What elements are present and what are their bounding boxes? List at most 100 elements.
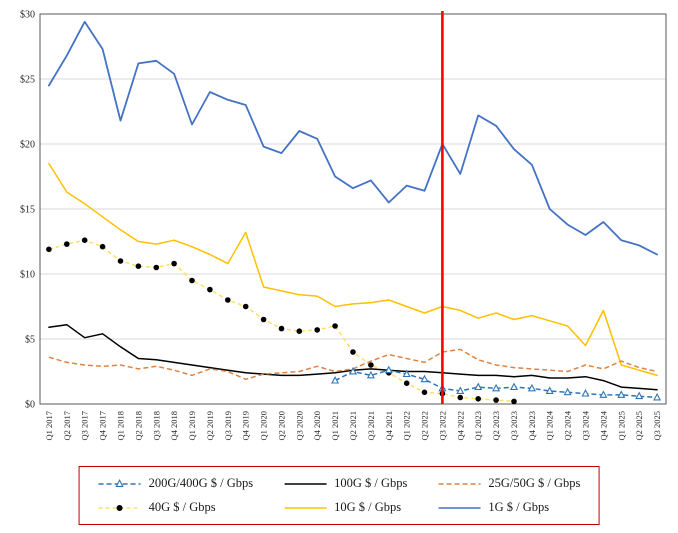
legend-item-40g: 40G $ / Gbps bbox=[98, 500, 254, 515]
series-marker-40g bbox=[135, 263, 142, 270]
legend-item-10g: 10G $ / Gbps bbox=[283, 500, 407, 515]
series-marker-40g bbox=[368, 362, 374, 368]
series-marker-200g-400g bbox=[563, 387, 572, 396]
x-tick-label: Q1 2025 bbox=[616, 411, 626, 441]
legend-item-1g: 1G $ / Gbps bbox=[437, 500, 580, 515]
series-marker-40g bbox=[457, 394, 464, 401]
x-tick-label: Q4 2021 bbox=[384, 411, 394, 441]
legend-key-icon-40g bbox=[98, 504, 141, 511]
x-tick-label: Q1 2017 bbox=[44, 411, 54, 441]
x-tick-label: Q1 2022 bbox=[402, 411, 412, 441]
x-tick-label: Q3 2024 bbox=[581, 410, 591, 440]
legend-label-1g: 1G $ / Gbps bbox=[488, 500, 550, 514]
series-marker-200g-400g bbox=[635, 391, 644, 400]
series-marker-200g-400g bbox=[420, 374, 429, 383]
plot-border bbox=[39, 13, 667, 405]
x-tick-label: Q2 2017 bbox=[62, 411, 72, 441]
series-marker-200g-400g bbox=[492, 383, 501, 392]
x-tick-label: Q1 2018 bbox=[116, 411, 126, 441]
x-tick-label: Q3 2021 bbox=[366, 411, 376, 441]
series-marker-200g-400g bbox=[509, 382, 519, 391]
x-tick-label: Q1 2024 bbox=[545, 410, 555, 440]
series-line-100g bbox=[48, 323, 658, 391]
series-marker-40g bbox=[81, 237, 88, 243]
x-tick-label: Q3 2018 bbox=[151, 411, 161, 441]
series-marker-40g bbox=[511, 398, 517, 405]
series-line-40g bbox=[48, 239, 515, 403]
x-tick-label: Q2 2022 bbox=[420, 411, 430, 441]
x-tick-label: Q4 2023 bbox=[527, 411, 537, 441]
series-marker-40g bbox=[296, 328, 303, 335]
series-marker-40g bbox=[46, 246, 52, 253]
series-marker-40g bbox=[207, 286, 213, 293]
series-marker-40g bbox=[278, 325, 285, 332]
series-marker-40g bbox=[225, 297, 231, 303]
x-tick-label: Q2 2020 bbox=[277, 411, 287, 441]
legend-key-icon-200g-400g bbox=[98, 478, 141, 487]
x-tick-label: Q3 2017 bbox=[80, 411, 90, 441]
x-tick-label: Q4 2019 bbox=[241, 411, 251, 441]
series-marker-200g-400g bbox=[331, 376, 340, 384]
x-tick-label: Q4 2022 bbox=[455, 411, 465, 441]
x-tick-label: Q4 2017 bbox=[98, 411, 108, 441]
legend-label-100g: 100G $ / Gbps bbox=[334, 476, 408, 490]
y-tick-label: $15 bbox=[20, 205, 35, 216]
x-tick-label: Q2 2018 bbox=[133, 411, 143, 441]
series-marker-40g bbox=[171, 260, 177, 267]
series-marker-40g bbox=[189, 277, 195, 284]
x-tick-label: Q3 2019 bbox=[223, 411, 233, 441]
y-tick-label: $30 bbox=[20, 10, 35, 21]
x-tick-label: Q2 2024 bbox=[563, 410, 573, 440]
series-marker-200g-400g bbox=[545, 386, 554, 394]
legend-key-icon-100g bbox=[284, 482, 327, 485]
series-marker-200g-400g bbox=[581, 389, 590, 397]
legend-label-25g-50g: 25G/50G $ / Gbps bbox=[488, 476, 581, 490]
x-tick-label: Q1 2021 bbox=[330, 411, 340, 441]
legend-item-100g: 100G $ / Gbps bbox=[283, 476, 407, 491]
series-marker-40g bbox=[475, 396, 482, 402]
plot-area: $0 $5 $10 $15 $20 $25 $30 Q1 2017 Q2 2017 Q3 2017… bbox=[20, 10, 667, 441]
x-tick-label: Q3 2025 bbox=[652, 411, 662, 441]
legend-key-icon-1g bbox=[438, 506, 481, 509]
x-tick-label: Q3 2020 bbox=[294, 411, 304, 441]
x-tick-label: Q1 2023 bbox=[473, 411, 483, 441]
x-tick-label: Q3 2022 bbox=[437, 411, 447, 441]
legend-key-icon-10g bbox=[284, 506, 327, 509]
chart-legend: 200G/400G $ / Gbps 100G $ / Gbps 25G/50G $… bbox=[78, 466, 600, 525]
x-tick-label: Q2 2023 bbox=[491, 411, 501, 441]
series-marker-40g bbox=[242, 303, 249, 310]
series-marker-200g-400g bbox=[617, 390, 626, 398]
series-marker-200g-400g bbox=[348, 366, 358, 375]
series-marker-40g bbox=[117, 258, 124, 264]
x-tick-label: Q2 2025 bbox=[634, 411, 644, 441]
x-tick-label: Q4 2024 bbox=[598, 410, 608, 440]
y-tick-label: $10 bbox=[20, 270, 35, 281]
series-marker-40g bbox=[332, 323, 338, 329]
legend-label-10g: 10G $ / Gbps bbox=[334, 500, 402, 514]
series-marker-40g bbox=[64, 241, 70, 247]
legend-item-200g-400g: 200G/400G $ / Gbps bbox=[98, 476, 254, 491]
series-marker-200g-400g bbox=[653, 392, 662, 401]
series-marker-200g-400g bbox=[527, 383, 536, 392]
series-marker-200g-400g bbox=[366, 370, 375, 379]
legend-label-200g-400g: 200G/400G $ / Gbps bbox=[148, 476, 254, 490]
series-marker-40g bbox=[350, 349, 356, 355]
y-tick-label: $5 bbox=[25, 335, 35, 346]
series-marker-200g-400g bbox=[599, 390, 608, 398]
series-marker-200g-400g bbox=[384, 365, 393, 374]
series-marker-200g-400g bbox=[402, 369, 411, 378]
series-line-1g bbox=[48, 20, 658, 256]
y-tick-label: $25 bbox=[20, 75, 35, 86]
series-marker-40g bbox=[421, 389, 428, 396]
legend-key-icon-25g-50g bbox=[438, 482, 481, 485]
series-marker-200g-400g bbox=[474, 382, 483, 391]
series-marker-40g bbox=[314, 327, 321, 333]
series-marker-40g bbox=[153, 264, 160, 271]
x-tick-label: Q1 2020 bbox=[259, 411, 269, 441]
series-line-10g bbox=[48, 162, 658, 377]
series-marker-40g bbox=[403, 380, 410, 387]
x-tick-label: Q4 2018 bbox=[169, 411, 179, 441]
series-marker-200g-400g bbox=[456, 386, 465, 394]
x-tick-label: Q3 2023 bbox=[509, 411, 519, 441]
